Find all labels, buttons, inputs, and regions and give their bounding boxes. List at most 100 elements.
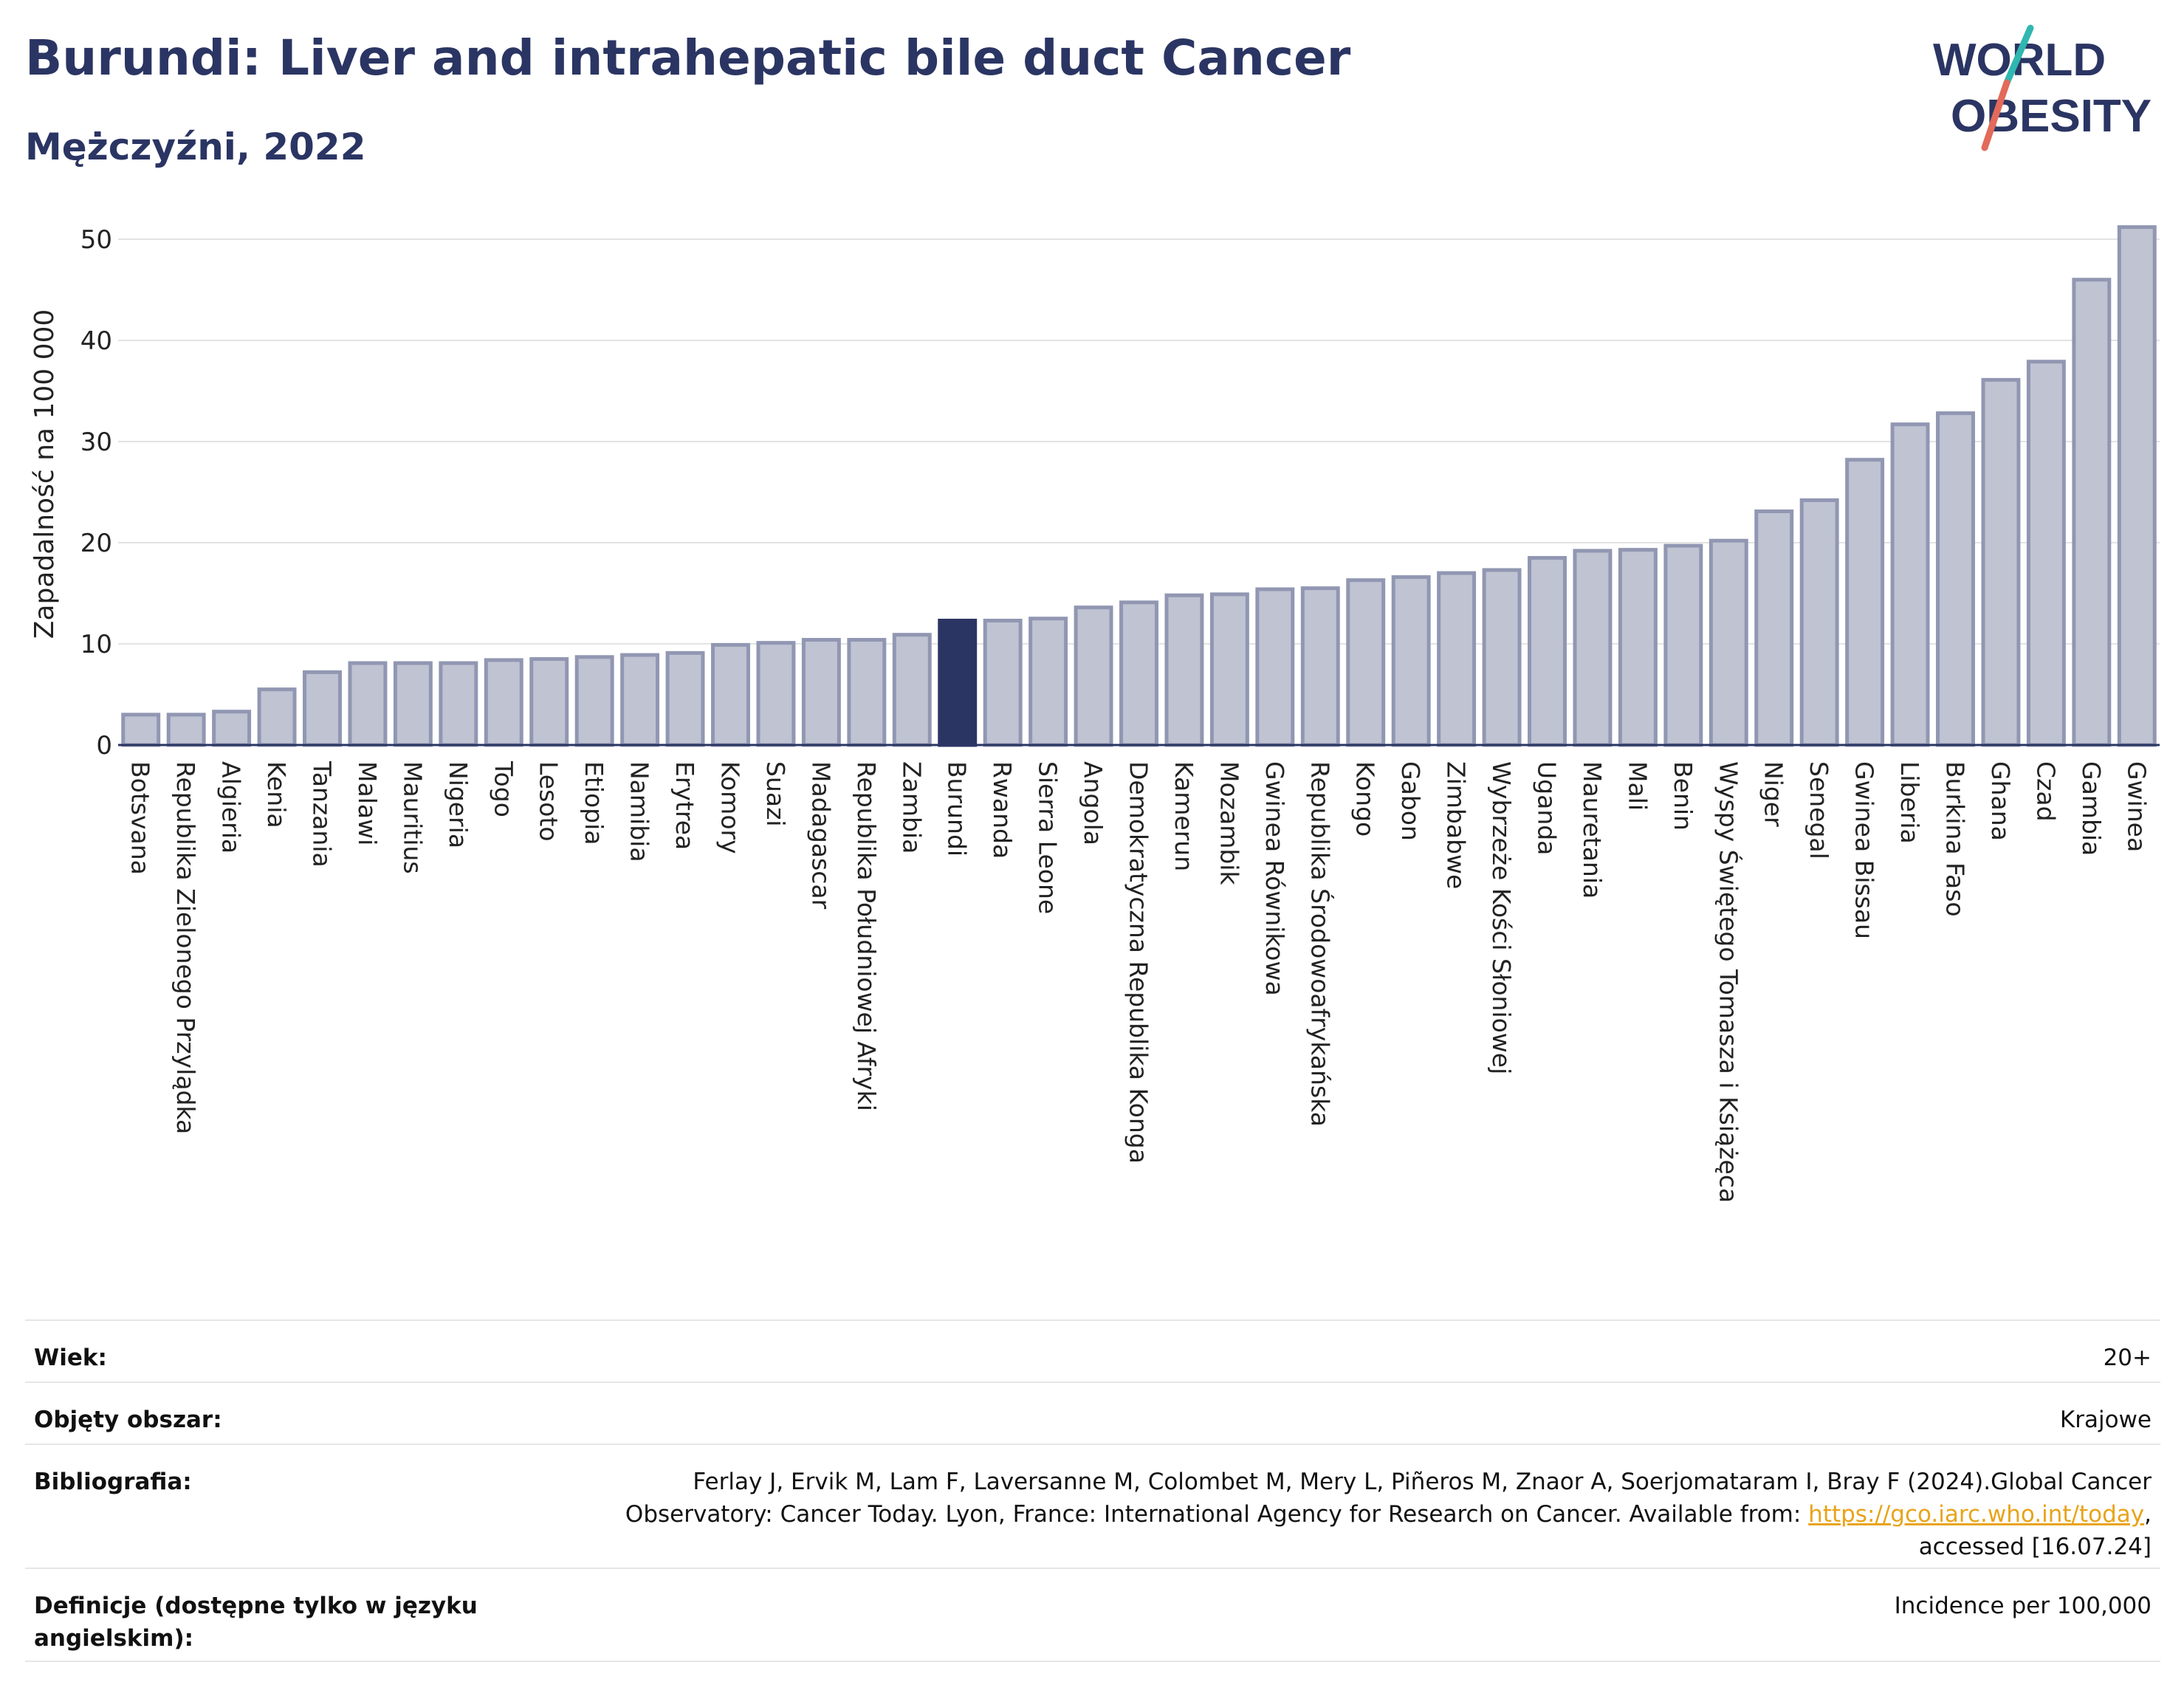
bar-mali[interactable] (1618, 548, 1658, 747)
y-tick-label: 0 (96, 731, 112, 761)
age-value: 20+ (2103, 1345, 2152, 1371)
definitions-label: Definicje (dostępne tylko w języku angie… (34, 1593, 478, 1652)
bar-namibia[interactable] (620, 653, 660, 747)
bar-mauretania[interactable] (1573, 549, 1613, 747)
bar-kenia[interactable] (257, 687, 297, 747)
bar-czad[interactable] (2026, 360, 2066, 747)
bar-lesoto[interactable] (529, 657, 569, 747)
bar-liberia[interactable] (1890, 422, 1930, 747)
bar-angola[interactable] (1074, 605, 1113, 747)
y-axis-label: Zapadalność na 100 000 (30, 309, 60, 639)
x-tick-label: Kamerun (1170, 761, 1198, 871)
x-tick-label: Mali (1623, 761, 1652, 811)
meta-row-bibliography: Bibliografia: Ferlay J, Ervik M, Lam F, … (25, 1445, 2160, 1569)
x-tick-label: Republika Środowoafrykańska (1305, 761, 1335, 1127)
bar-etiopia[interactable] (574, 655, 614, 747)
logo-slash-red (1981, 79, 2010, 151)
bar-algieria[interactable] (212, 710, 252, 747)
bar-komory[interactable] (711, 642, 750, 747)
bar-benin[interactable] (1663, 543, 1703, 747)
bar-zimbabwe[interactable] (1437, 571, 1477, 747)
y-tick-label: 10 (80, 630, 112, 659)
bar-rwanda[interactable] (983, 618, 1023, 747)
bars (121, 225, 2157, 747)
x-tick-label: Togo (489, 761, 518, 817)
bar-republika-południowej-afryki[interactable] (847, 638, 887, 747)
x-tick-label: Kenia (262, 761, 291, 828)
bar-kongo[interactable] (1346, 578, 1386, 747)
bar-burkina-faso[interactable] (1936, 411, 1975, 747)
x-tick-label: Czad (2031, 761, 2060, 822)
x-tick-label: Gwinea (2122, 761, 2151, 852)
y-tick-label: 40 (80, 326, 112, 356)
bar-gambia[interactable] (2072, 278, 2112, 747)
bar-malawi[interactable] (348, 661, 388, 747)
x-tick-label: Uganda (1533, 761, 1562, 855)
x-tick-label: Komory (716, 761, 745, 854)
x-tick-label: Madagascar (806, 761, 835, 910)
x-tick-label: Angola (1079, 761, 1108, 845)
bar-gwinea-równikowa[interactable] (1255, 587, 1295, 747)
x-tick-label: Republika Południowej Afryki (852, 761, 881, 1111)
bar-demokratyczna-republika-konga[interactable] (1119, 600, 1158, 747)
bar-madagascar[interactable] (801, 638, 841, 747)
bar-tanzania[interactable] (303, 670, 342, 747)
bar-mozambik[interactable] (1209, 592, 1249, 747)
bibliography-link[interactable]: https://gco.iarc.who.int/today (1808, 1501, 2145, 1528)
bar-mauritius[interactable] (393, 661, 433, 747)
bar-ghana[interactable] (1981, 377, 2021, 747)
bibliography-line2-suffix: , (2144, 1501, 2152, 1528)
x-tick-label: Mozambik (1215, 761, 1243, 885)
bar-republika-środowoafrykańska[interactable] (1300, 586, 1340, 747)
bar-kamerun[interactable] (1164, 593, 1204, 747)
x-tick-label: Botsvana (126, 761, 155, 875)
x-tick-label: Gambia (2077, 761, 2106, 856)
bar-erytrea[interactable] (665, 650, 705, 747)
bar-niger[interactable] (1754, 509, 1794, 747)
x-tick-label: Etiopia (580, 761, 608, 845)
x-tick-label: Benin (1669, 761, 1697, 831)
bar-senegal[interactable] (1799, 498, 1839, 747)
meta-row-age: Wiek: 20+ (25, 1321, 2160, 1383)
bar-nigeria[interactable] (439, 661, 478, 747)
logo-slash-teal (2003, 24, 2034, 86)
logo-line2: OBESITY (1951, 91, 2152, 142)
x-tick-label: Mauretania (1578, 761, 1607, 899)
bar-zambia[interactable] (892, 633, 932, 747)
bar-botsvana[interactable] (121, 713, 161, 747)
y-tick-label: 20 (80, 529, 112, 558)
x-tick-label: Algieria (217, 761, 246, 854)
bar-chart: 0 10 20 30 40 50 Botsvana Republika Zielonego P… (30, 225, 2160, 1203)
area-label: Objęty obszar: (34, 1407, 222, 1433)
x-tick-label: Kongo (1351, 761, 1380, 837)
bar-gabon[interactable] (1391, 575, 1431, 747)
y-tick-label: 30 (80, 428, 112, 457)
x-tick-label: Erytrea (670, 761, 699, 850)
bibliography-label: Bibliografia: (34, 1469, 192, 1495)
bibliography-line3: accessed [16.07.24] (1918, 1534, 2152, 1560)
x-tick-label: Namibia (625, 761, 654, 862)
x-tick-label: Liberia (1895, 761, 1924, 844)
bar-gwinea-bissau[interactable] (1845, 458, 1885, 747)
bar-sierra-leone[interactable] (1029, 617, 1068, 747)
bar-togo[interactable] (484, 658, 523, 747)
bar-uganda[interactable] (1528, 556, 1567, 747)
axes: 0 10 20 30 40 50 Botsvana Republika Zielonego P… (80, 225, 2160, 1203)
x-tick-label: Malawi (353, 761, 382, 845)
meta-row-definitions: Definicje (dostępne tylko w języku angie… (25, 1569, 2160, 1662)
x-tick-label: Sierra Leone (1034, 761, 1062, 914)
bibliography-value: Ferlay J, Ervik M, Lam F, Laversanne M, … (515, 1445, 2160, 1568)
world-obesity-logo: WORLD OBESITY (1933, 24, 2152, 151)
bar-burundi[interactable] (938, 618, 978, 747)
page-title: Burundi: Liver and intrahepatic bile duc… (25, 30, 1351, 86)
bar-wyspy-świętego-tomasza-i-książęca[interactable] (1709, 538, 1748, 747)
x-tick-label: Mauritius (398, 761, 427, 874)
bar-suazi[interactable] (756, 641, 796, 747)
bar-wybrzeże-kości-słoniowej[interactable] (1482, 568, 1522, 747)
x-tick-label: Rwanda (988, 761, 1017, 859)
age-label: Wiek: (34, 1345, 107, 1371)
bar-gwinea[interactable] (2117, 225, 2157, 747)
x-tick-label: Burkina Faso (1941, 761, 1970, 917)
bar-republika-zielonego-przylądka[interactable] (166, 713, 206, 747)
x-tick-label: Zimbabwe (1442, 761, 1471, 889)
